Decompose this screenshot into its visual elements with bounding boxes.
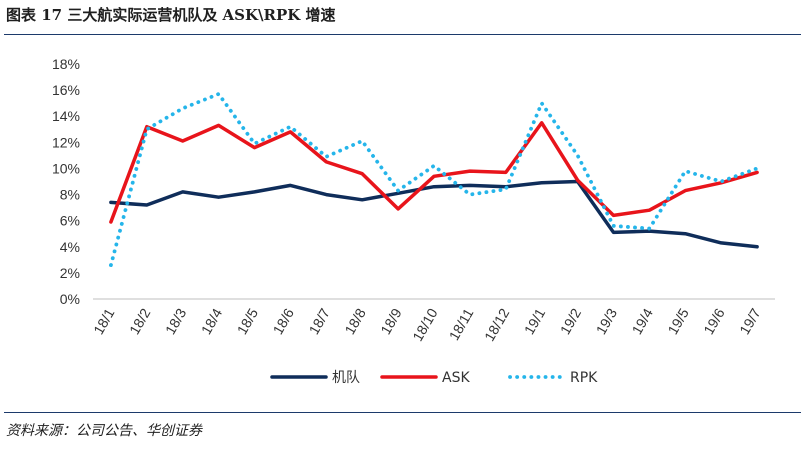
y-tick-label: 4%	[60, 239, 80, 255]
x-tick-label: 19/4	[628, 305, 656, 337]
x-tick-label: 18/6	[270, 305, 298, 337]
x-tick-label: 18/7	[305, 305, 333, 337]
legend-label: 机队	[332, 370, 360, 386]
x-tick-label: 18/12	[481, 305, 512, 344]
rpk-series-line	[109, 92, 759, 268]
x-tick-label: 19/2	[557, 305, 585, 337]
x-tick-label: 18/2	[126, 305, 154, 337]
x-tick-label: 18/4	[198, 305, 226, 337]
y-tick-label: 2%	[60, 265, 80, 281]
x-tick-label: 18/1	[90, 305, 118, 337]
x-tick-label: 19/7	[736, 305, 764, 337]
title-divider	[4, 34, 801, 35]
legend: 机队 ASK RPK	[270, 370, 598, 386]
x-tick-label: 18/3	[162, 305, 190, 337]
x-tick-label: 19/1	[521, 305, 549, 337]
x-axis: 18/1 18/2 18/3 18/4 18/5 18/6 18/7 18/8 18/9 18/1…	[90, 298, 775, 344]
x-tick-label: 19/3	[593, 305, 621, 337]
y-tick-label: 18%	[52, 56, 80, 72]
y-axis: 0% 2% 4% 6% 8% 10% 12% 14% 16% 18%	[52, 56, 80, 307]
series-group	[109, 92, 759, 268]
source-note: 资料来源：公司公告、华创证券	[6, 423, 202, 439]
x-tick-label: 19/6	[700, 305, 728, 337]
y-tick-label: 16%	[52, 82, 80, 98]
y-tick-label: 8%	[60, 187, 80, 203]
x-tick-label: 18/11	[446, 305, 477, 343]
chart-title: 图表 17 三大航实际运营机队及 ASK\RPK 增速	[6, 6, 336, 24]
x-tick-label: 19/5	[664, 305, 692, 337]
legend-label: ASK	[442, 370, 470, 386]
x-tick-label: 18/10	[409, 305, 440, 344]
y-tick-label: 0%	[60, 291, 80, 307]
source-divider	[4, 412, 801, 413]
ask-series-line	[109, 121, 759, 224]
y-tick-label: 14%	[52, 108, 80, 124]
y-tick-label: 10%	[52, 160, 80, 176]
y-tick-label: 6%	[60, 213, 80, 229]
fleet-series-line	[109, 179, 759, 249]
x-tick-label: 18/8	[341, 305, 369, 337]
legend-label: RPK	[570, 370, 598, 386]
y-tick-label: 12%	[52, 134, 80, 150]
x-tick-label: 18/5	[234, 305, 262, 337]
x-tick-label: 18/9	[377, 305, 405, 337]
